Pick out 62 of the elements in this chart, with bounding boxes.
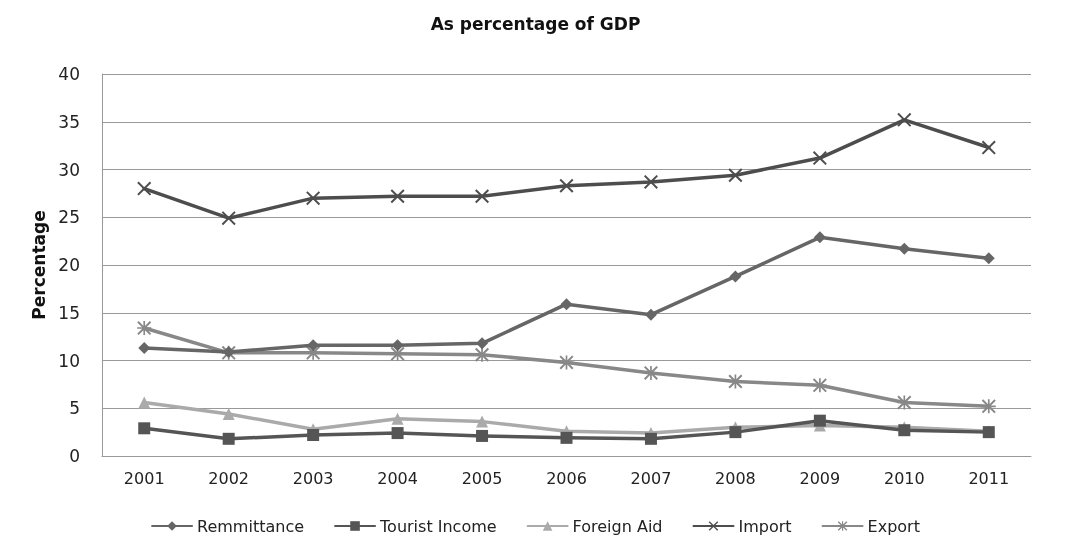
x-tick-label: 2006	[546, 468, 587, 488]
point	[728, 168, 743, 183]
x-tick-label: 2002	[208, 468, 250, 488]
point	[137, 321, 152, 336]
point	[221, 211, 236, 226]
point	[475, 189, 490, 204]
legend-label: Import	[738, 516, 792, 536]
legend-label: Export	[867, 516, 920, 536]
y-tick-label: 25	[58, 207, 80, 228]
y-tick-label: 15	[58, 302, 80, 323]
point	[560, 298, 573, 311]
point	[222, 407, 235, 420]
y-tick-label: 35	[58, 111, 80, 132]
point	[137, 181, 152, 196]
legend-label: Remmittance	[197, 516, 305, 536]
point	[812, 378, 827, 393]
point	[222, 432, 235, 445]
point	[813, 231, 826, 244]
x-tick-label: 2007	[630, 468, 672, 488]
y-tick-label: 40	[58, 64, 80, 84]
y-tick-label: 0	[69, 446, 80, 466]
point	[306, 191, 321, 206]
y-tick-label: 30	[58, 159, 80, 180]
point	[476, 337, 489, 350]
point	[729, 426, 742, 439]
point	[643, 174, 658, 189]
x-tick-label: 2010	[883, 468, 925, 488]
chart-title: As percentage of GDP	[430, 13, 641, 34]
point	[391, 412, 404, 425]
point	[897, 112, 912, 127]
point	[390, 189, 405, 204]
x-tick-label: 2001	[123, 468, 165, 488]
point	[476, 415, 489, 428]
x-tick-label: 2005	[461, 468, 503, 488]
point	[391, 427, 404, 440]
point	[138, 396, 151, 409]
point	[560, 431, 573, 444]
x-tick-label: 2004	[377, 468, 418, 488]
point	[559, 178, 574, 193]
point	[475, 347, 490, 362]
x-tick-label: 2003	[292, 468, 334, 488]
legend-label: Tourist Income	[379, 516, 497, 536]
point	[307, 428, 320, 441]
point	[812, 151, 827, 166]
x-tick-label: 2008	[715, 468, 756, 488]
point	[982, 252, 995, 265]
x-tick-label: 2009	[799, 468, 841, 488]
x-tick-label: 2011	[968, 468, 1010, 488]
y-tick-label: 10	[58, 350, 80, 371]
legend-label: Foreign Aid	[572, 516, 663, 536]
y-tick-label: 20	[58, 255, 80, 275]
point	[476, 429, 489, 442]
point	[898, 242, 911, 255]
point	[981, 140, 996, 155]
y-tick-label: 5	[69, 398, 80, 419]
y-axis-title: Percentage	[28, 210, 49, 320]
point	[813, 414, 826, 427]
point	[729, 270, 742, 283]
point	[138, 422, 151, 435]
point	[643, 365, 658, 380]
point	[644, 308, 657, 321]
point	[644, 432, 657, 445]
